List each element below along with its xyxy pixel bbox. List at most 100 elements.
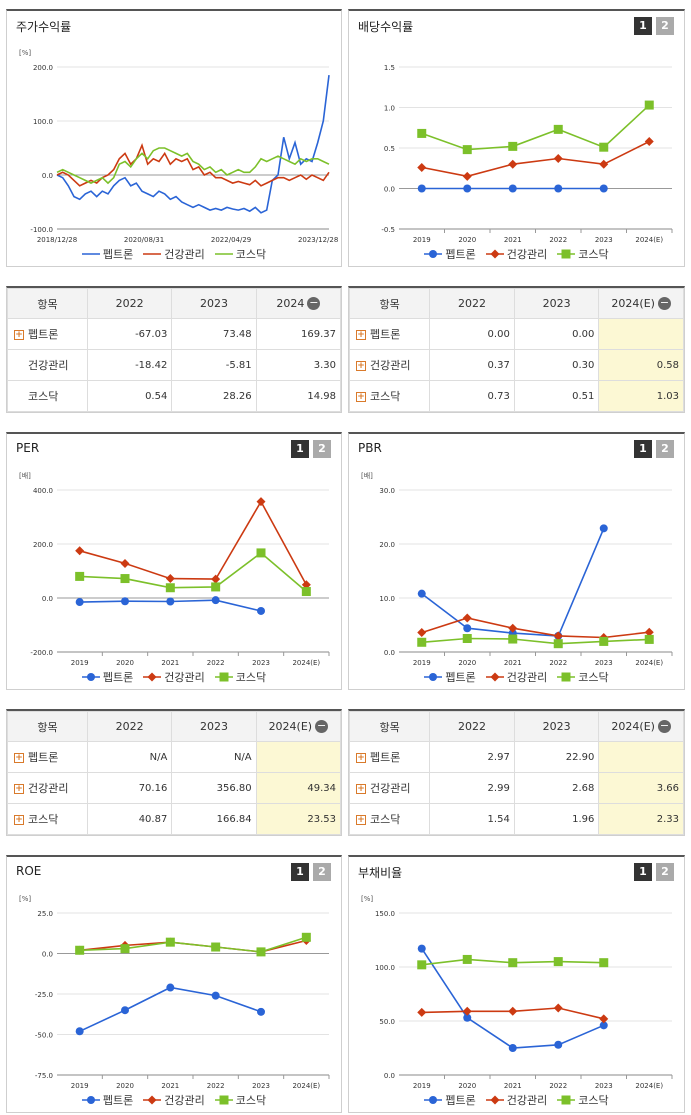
data-point[interactable] xyxy=(256,548,266,558)
data-point[interactable] xyxy=(75,598,84,607)
data-point[interactable] xyxy=(256,497,266,507)
expand-row-icon[interactable]: + xyxy=(356,330,366,340)
data-point[interactable] xyxy=(256,947,266,957)
data-point[interactable] xyxy=(599,636,609,646)
chart-mode-button-2[interactable]: 2 xyxy=(313,863,331,881)
data-point[interactable] xyxy=(599,159,609,169)
data-point[interactable] xyxy=(508,141,518,151)
chart-mode-button-2[interactable]: 2 xyxy=(656,440,674,458)
data-point[interactable] xyxy=(417,162,427,172)
data-point[interactable] xyxy=(417,944,426,953)
data-point[interactable] xyxy=(599,958,609,968)
legend-item[interactable]: 건강관리 xyxy=(485,246,547,262)
legend-marker[interactable] xyxy=(429,250,438,258)
legend-item[interactable]: 건강관리 xyxy=(485,669,547,685)
legend-marker[interactable] xyxy=(490,249,500,259)
data-point[interactable] xyxy=(211,596,220,605)
legend-item[interactable]: 펩트론 xyxy=(424,246,476,262)
expand-row-icon[interactable]: + xyxy=(14,753,24,763)
data-point[interactable] xyxy=(75,571,85,581)
data-point[interactable] xyxy=(553,124,563,134)
legend-item[interactable]: 펩트론 xyxy=(81,669,133,685)
chart-mode-button-1[interactable]: 1 xyxy=(634,440,652,458)
data-point[interactable] xyxy=(165,583,175,593)
legend-marker[interactable] xyxy=(219,672,229,682)
legend-item[interactable]: 코스닥 xyxy=(214,669,266,685)
legend-marker[interactable] xyxy=(490,1095,500,1105)
data-point[interactable] xyxy=(165,937,175,947)
data-point[interactable] xyxy=(553,631,563,641)
chart-mode-button-2[interactable]: 2 xyxy=(656,17,674,35)
data-point[interactable] xyxy=(211,991,220,1000)
data-point[interactable] xyxy=(301,587,311,597)
data-point[interactable] xyxy=(599,142,609,152)
collapse-column-icon[interactable]: − xyxy=(315,719,329,734)
data-point[interactable] xyxy=(166,983,175,992)
expand-row-icon[interactable]: + xyxy=(14,784,24,794)
data-point[interactable] xyxy=(121,597,129,606)
legend-item[interactable]: 코스닥 xyxy=(214,1092,266,1108)
legend-item[interactable]: 건강관리 xyxy=(143,1092,205,1108)
collapse-column-icon[interactable]: − xyxy=(657,719,671,734)
data-point[interactable] xyxy=(508,159,518,169)
chart-mode-button-1[interactable]: 1 xyxy=(291,440,309,458)
data-point[interactable] xyxy=(599,1021,608,1030)
data-point[interactable] xyxy=(462,1006,472,1016)
chart-mode-button-1[interactable]: 1 xyxy=(634,17,652,35)
data-point[interactable] xyxy=(599,184,608,193)
data-point[interactable] xyxy=(75,945,85,955)
legend-marker[interactable] xyxy=(219,1095,229,1105)
data-point[interactable] xyxy=(599,1014,609,1024)
data-point[interactable] xyxy=(644,634,654,644)
data-point[interactable] xyxy=(644,137,654,147)
legend-item[interactable]: 코스닥 xyxy=(557,246,609,262)
legend-item[interactable]: 코스닥 xyxy=(557,669,609,685)
legend-marker[interactable] xyxy=(86,673,95,681)
data-point[interactable] xyxy=(554,184,563,193)
data-point[interactable] xyxy=(463,184,472,193)
legend-marker[interactable] xyxy=(429,673,438,681)
chart-mode-button-1[interactable]: 1 xyxy=(634,863,652,881)
legend-marker[interactable] xyxy=(429,1096,438,1104)
data-point[interactable] xyxy=(211,582,221,592)
data-point[interactable] xyxy=(462,954,472,964)
data-point[interactable] xyxy=(417,960,427,970)
data-point[interactable] xyxy=(75,546,85,556)
data-point[interactable] xyxy=(301,580,311,590)
legend-item[interactable]: 펩트론 xyxy=(81,1092,133,1108)
data-point[interactable] xyxy=(75,1027,84,1036)
data-point[interactable] xyxy=(508,623,518,633)
data-point[interactable] xyxy=(463,624,472,633)
expand-row-icon[interactable]: + xyxy=(356,815,366,825)
data-point[interactable] xyxy=(553,1003,563,1013)
collapse-column-icon[interactable]: − xyxy=(657,296,671,311)
data-point[interactable] xyxy=(644,627,654,637)
chart-mode-button-2[interactable]: 2 xyxy=(656,863,674,881)
expand-row-icon[interactable]: + xyxy=(356,784,366,794)
data-point[interactable] xyxy=(554,1040,563,1049)
expand-row-icon[interactable]: + xyxy=(356,392,366,402)
data-point[interactable] xyxy=(553,154,563,164)
legend-marker[interactable] xyxy=(561,1095,571,1105)
legend-item[interactable]: 펩트론 xyxy=(424,1092,476,1108)
data-point[interactable] xyxy=(417,628,427,638)
legend-item[interactable]: 펩트론 xyxy=(81,246,133,262)
data-point[interactable] xyxy=(211,942,221,952)
legend-item[interactable]: 코스닥 xyxy=(214,246,266,262)
legend-item[interactable]: 펩트론 xyxy=(424,669,476,685)
legend-marker[interactable] xyxy=(490,672,500,682)
data-point[interactable] xyxy=(301,932,311,942)
data-point[interactable] xyxy=(553,957,563,967)
data-point[interactable] xyxy=(508,1044,517,1052)
data-point[interactable] xyxy=(417,128,427,138)
legend-item[interactable]: 건강관리 xyxy=(143,669,205,685)
data-point[interactable] xyxy=(417,1007,427,1017)
data-point[interactable] xyxy=(508,958,518,968)
data-point[interactable] xyxy=(462,634,472,643)
legend-marker[interactable] xyxy=(147,1095,157,1105)
legend-item[interactable]: 코스닥 xyxy=(557,1092,609,1108)
data-point[interactable] xyxy=(463,1013,472,1022)
legend-item[interactable]: 건강관리 xyxy=(485,1092,547,1108)
data-point[interactable] xyxy=(257,606,265,615)
data-point[interactable] xyxy=(508,1006,518,1016)
